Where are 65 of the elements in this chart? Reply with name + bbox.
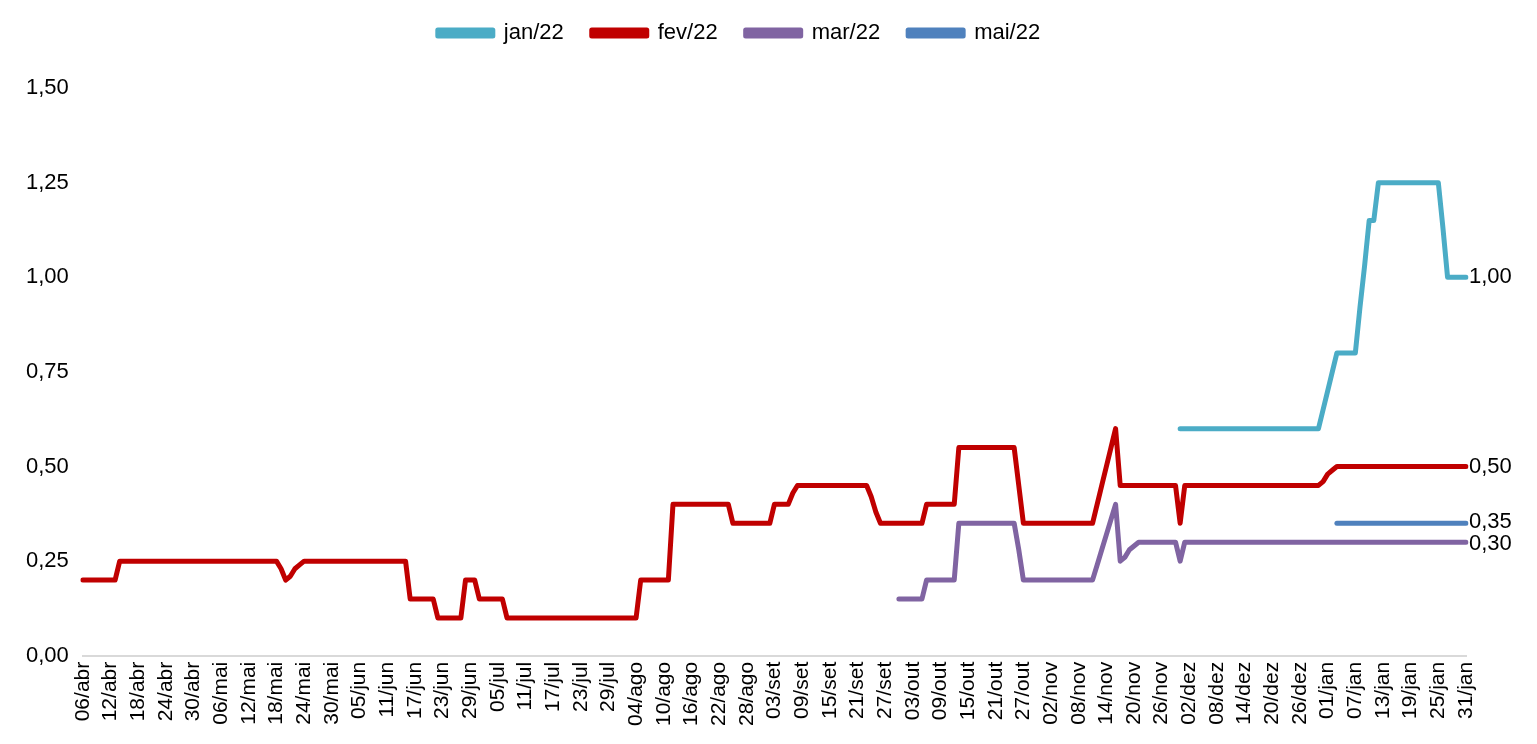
y-tick-label: 0,50 (25, 452, 69, 478)
x-tick-label: 11/jul (512, 661, 536, 711)
legend-label: mar/22 (811, 19, 881, 45)
x-tick-label: 14/dez (1231, 661, 1255, 725)
x-tick-label: 03/set (761, 661, 785, 719)
x-tick-label: 25/jan (1425, 661, 1449, 719)
y-tick-label: 1,00 (25, 263, 69, 289)
x-tick-label: 12/mai (235, 661, 259, 725)
x-tick-label: 08/nov (1065, 661, 1089, 725)
x-tick-label: 14/nov (1093, 661, 1117, 725)
x-tick-label: 29/jun (456, 661, 480, 719)
x-tick-label: 16/ago (678, 661, 702, 726)
x-tick-label: 07/jan (1342, 661, 1366, 719)
y-tick-label: 1,50 (25, 74, 69, 100)
legend-label: fev/22 (657, 19, 718, 45)
x-tick-label: 02/dez (1176, 661, 1200, 725)
data-label: 1,00 (1469, 263, 1512, 289)
x-tick-label: 21/out (982, 661, 1006, 721)
x-tick-label: 20/nov (1120, 661, 1144, 725)
x-tick-label: 15/set (816, 661, 840, 719)
x-tick-label: 22/ago (705, 661, 729, 726)
x-tick-label: 04/ago (622, 661, 646, 726)
x-tick-label: 10/ago (650, 661, 674, 726)
x-tick-label: 11/jun (373, 661, 397, 718)
x-tick-label: 29/jul (595, 661, 619, 712)
x-tick-label: 13/jan (1369, 661, 1393, 719)
x-tick-label: 18/abr (124, 661, 148, 722)
x-tick-label: 15/out (954, 661, 978, 721)
y-tick-label: 0,25 (25, 547, 69, 573)
x-tick-label: 01/jan (1314, 661, 1338, 719)
x-tick-label: 08/dez (1203, 661, 1227, 725)
x-tick-label: 12/abr (97, 661, 121, 722)
data-label: 0,50 (1469, 452, 1512, 478)
x-tick-label: 24/abr (152, 661, 176, 722)
x-tick-label: 05/jul (484, 661, 508, 712)
x-tick-label: 02/nov (1037, 661, 1061, 725)
x-tick-label: 26/nov (1148, 661, 1172, 725)
x-tick-label: 26/dez (1286, 661, 1310, 725)
x-tick-label: 06/mai (207, 661, 231, 725)
x-tick-label: 30/mai (318, 661, 342, 725)
x-tick-label: 23/jun (429, 661, 453, 719)
x-tick-label: 05/jun (346, 661, 370, 719)
x-tick-label: 20/dez (1259, 661, 1283, 725)
x-tick-label: 17/jun (401, 661, 425, 719)
x-tick-label: 03/out (899, 661, 923, 721)
y-tick-label: 0,75 (25, 357, 69, 383)
x-tick-label: 09/out (927, 661, 951, 721)
x-tick-label: 30/abr (180, 661, 204, 722)
x-tick-label: 09/set (788, 661, 812, 719)
x-tick-label: 23/jul (567, 661, 591, 712)
x-tick-label: 21/set (844, 661, 868, 719)
x-tick-label: 19/jan (1397, 661, 1421, 719)
x-tick-label: 17/jul (539, 661, 563, 712)
x-tick-label: 31/jan (1452, 661, 1476, 719)
legend-label: jan/22 (502, 19, 564, 45)
x-tick-label: 24/mai (290, 661, 314, 725)
legend-label: mai/22 (974, 19, 1041, 45)
data-label: 0,35 (1469, 507, 1512, 533)
x-tick-label: 27/out (1010, 661, 1034, 721)
y-tick-label: 1,25 (25, 168, 69, 194)
x-tick-label: 18/mai (263, 661, 287, 725)
x-tick-label: 27/set (871, 661, 895, 719)
x-tick-label: 28/ago (733, 661, 757, 726)
x-tick-label: 06/abr (69, 661, 93, 722)
y-tick-label: 0,00 (25, 641, 69, 667)
